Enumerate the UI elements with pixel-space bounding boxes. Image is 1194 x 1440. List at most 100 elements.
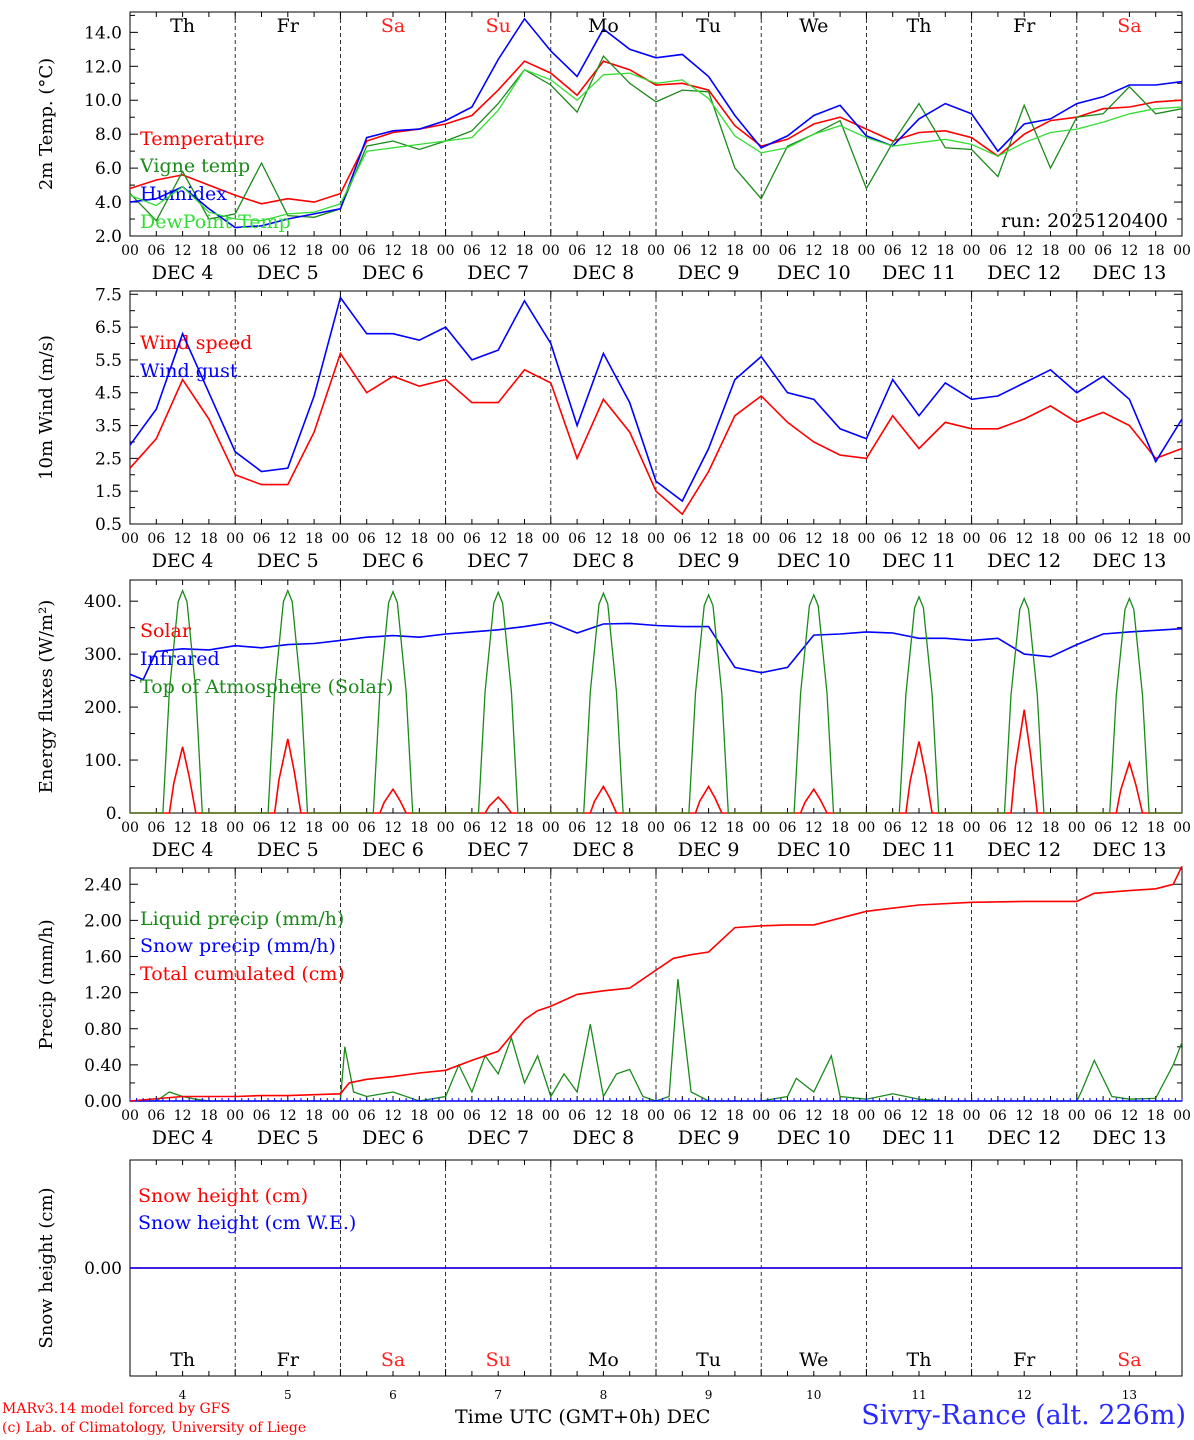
- hour-label: 12: [1120, 243, 1138, 259]
- day-name: Th: [170, 15, 195, 37]
- hour-label: 06: [253, 531, 271, 547]
- y-axis-label: 10m Wind (m/s): [36, 335, 57, 480]
- hour-label: 12: [1120, 531, 1138, 547]
- legend-entry: Wind gust: [140, 360, 238, 382]
- y-tick-label: 5.5: [95, 351, 122, 371]
- hour-label: 06: [673, 243, 691, 259]
- hour-label: 06: [358, 531, 376, 547]
- hour-label: 12: [384, 531, 402, 547]
- hour-label: 12: [489, 1108, 507, 1124]
- hour-label: 00: [752, 1108, 770, 1124]
- hour-label: 00: [331, 531, 349, 547]
- day-name: Sa: [1117, 15, 1141, 37]
- date-label: DEC 11: [882, 550, 956, 572]
- hour-label: 12: [489, 531, 507, 547]
- hour-label: 12: [1015, 1108, 1033, 1124]
- date-label: DEC 7: [467, 1127, 529, 1149]
- hour-label: 06: [779, 531, 797, 547]
- y-tick-label: 14.0: [84, 23, 122, 43]
- hour-label: 18: [726, 820, 744, 836]
- hour-label: 18: [305, 1108, 323, 1124]
- hour-label: 12: [1015, 531, 1033, 547]
- series-line-wind-speed: [129, 351, 1183, 516]
- hour-label: 18: [1042, 531, 1060, 547]
- hour-label: 00: [963, 820, 981, 836]
- y-tick-label: 0.: [106, 804, 122, 824]
- hour-label: 00: [331, 243, 349, 259]
- day-name: Fr: [1013, 1349, 1036, 1371]
- hour-label: 12: [910, 1108, 928, 1124]
- hour-label: 12: [910, 820, 928, 836]
- hour-label: 06: [253, 1108, 271, 1124]
- hour-label: 18: [1042, 1108, 1060, 1124]
- hour-label: 00: [1068, 531, 1086, 547]
- hour-label: 12: [700, 820, 718, 836]
- hour-label: 06: [884, 1108, 902, 1124]
- day-number: 13: [1122, 1388, 1137, 1402]
- series-line-dewpoint-temp: [129, 68, 1183, 222]
- x-axis-title-text: Time UTC (GMT+0h): [455, 1406, 661, 1428]
- hour-label: 12: [1120, 820, 1138, 836]
- hour-label: 18: [1147, 243, 1165, 259]
- hour-label: 00: [1068, 820, 1086, 836]
- hour-label: 18: [200, 820, 218, 836]
- hour-label: 18: [410, 820, 428, 836]
- hour-label: 00: [857, 820, 875, 836]
- hour-label: 18: [516, 820, 534, 836]
- panel-2: 0.5 1.5 2.5 3.5 4.5 5.5 6.5 7.5 10m Wind (m/s) Wi…: [36, 285, 1191, 572]
- hour-label: 00: [226, 531, 244, 547]
- y-tick-label: 2.5: [95, 449, 122, 469]
- y-tick-label: 0.00: [84, 1092, 122, 1112]
- hour-label: 18: [516, 531, 534, 547]
- hour-label: 00: [331, 820, 349, 836]
- date-label: DEC 8: [573, 550, 635, 572]
- legend-entry: Temperature: [140, 128, 264, 150]
- date-label: DEC 5: [257, 262, 319, 284]
- hour-label: 06: [1094, 1108, 1112, 1124]
- hour-label: 12: [279, 531, 297, 547]
- day-number: 12: [1017, 1388, 1032, 1402]
- hour-label: 00: [121, 531, 139, 547]
- hour-label: 06: [147, 820, 165, 836]
- hour-label: 00: [752, 243, 770, 259]
- date-label: DEC 4: [152, 262, 214, 284]
- legend-entry: Snow precip (mm/h): [140, 935, 336, 957]
- hour-label: 18: [936, 243, 954, 259]
- hour-label: 18: [831, 531, 849, 547]
- hour-label: 06: [989, 243, 1007, 259]
- station-name: Sivry-Rance (alt. 226m): [861, 1400, 1186, 1431]
- day-name: We: [799, 1349, 828, 1371]
- hour-label: 18: [726, 243, 744, 259]
- day-number: 11: [911, 1388, 926, 1402]
- legend-entry: DewPoint Temp: [140, 211, 291, 233]
- hour-label: 12: [700, 243, 718, 259]
- hour-label: 06: [1094, 820, 1112, 836]
- date-label: DEC 9: [678, 1127, 740, 1149]
- hour-label: 00: [1068, 243, 1086, 259]
- hour-label: 00: [647, 243, 665, 259]
- date-label: DEC 4: [152, 839, 214, 861]
- date-label: DEC 6: [362, 262, 424, 284]
- hour-label: 18: [1147, 820, 1165, 836]
- panel-5: 0.00 Snow height (cm) Snow height (cm) Snow…: [36, 1159, 1183, 1402]
- hour-label: 06: [253, 820, 271, 836]
- legend-entry: Vigne temp: [139, 155, 250, 177]
- series-line-top-of-atmosphere-solar-: [130, 588, 1182, 814]
- date-label: DEC 13: [1092, 1127, 1166, 1149]
- hour-label: 18: [410, 243, 428, 259]
- hour-label: 06: [568, 1108, 586, 1124]
- y-tick-label: 1.5: [95, 482, 122, 502]
- hour-label: 00: [1173, 820, 1191, 836]
- hour-label: 00: [752, 531, 770, 547]
- day-name: Th: [907, 1349, 932, 1371]
- hour-label: 00: [647, 531, 665, 547]
- hour-label: 12: [1015, 820, 1033, 836]
- y-tick-label: 0.00: [84, 1259, 122, 1279]
- hour-label: 00: [226, 243, 244, 259]
- panel-3: 0. 100. 200. 300. 400. Energy fluxes (W/m²) So…: [36, 579, 1191, 861]
- hour-label: 18: [831, 820, 849, 836]
- hour-label: 12: [594, 243, 612, 259]
- hour-label: 06: [1094, 531, 1112, 547]
- hour-label: 12: [1015, 243, 1033, 259]
- hour-label: 06: [673, 531, 691, 547]
